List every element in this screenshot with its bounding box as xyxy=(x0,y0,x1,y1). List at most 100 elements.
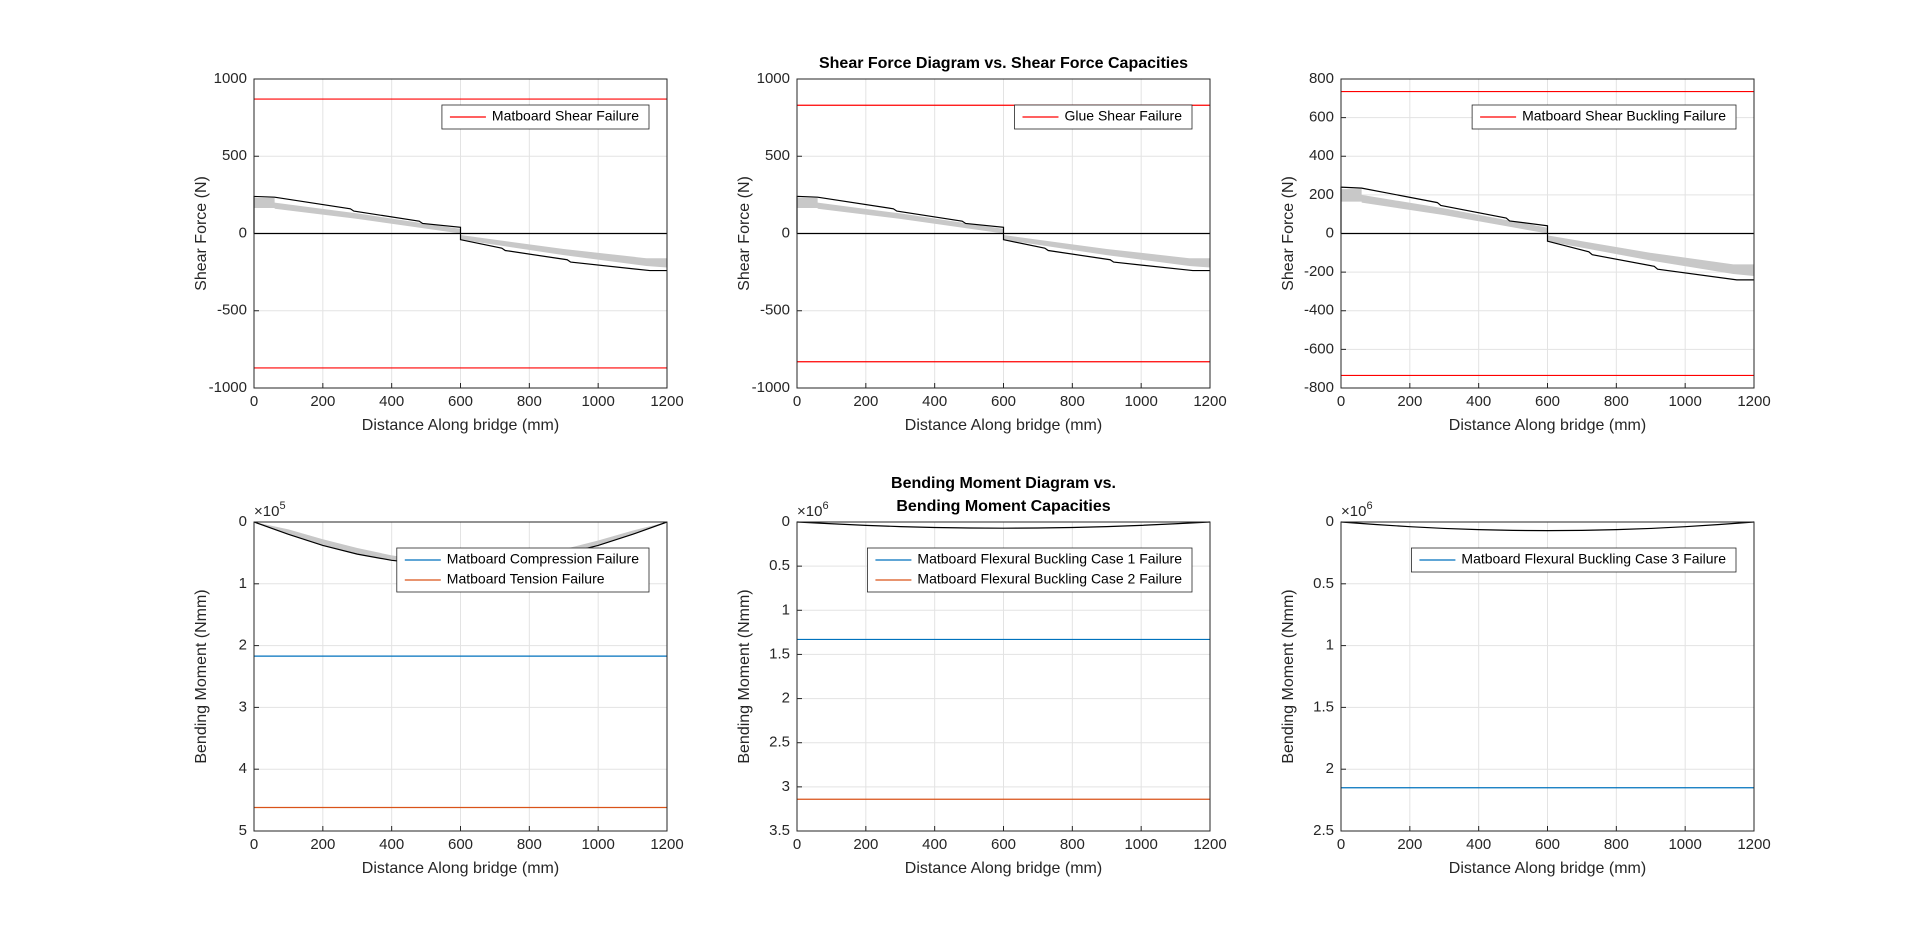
exponent-power: 5 xyxy=(279,500,285,512)
y-tick-label: 800 xyxy=(1309,70,1334,87)
x-tick-label: 1000 xyxy=(1124,836,1157,853)
x-tick-label: 600 xyxy=(1535,393,1560,410)
y-tick-label: -800 xyxy=(1304,379,1334,396)
exponent-base: ×10 xyxy=(1341,503,1366,520)
y-tick-label: 0 xyxy=(239,224,247,241)
y-tick-label: 2 xyxy=(239,637,247,654)
legend-box xyxy=(1411,547,1737,573)
chart-title: Bending Moment Capacities xyxy=(896,498,1110,515)
series-line xyxy=(253,195,667,272)
y-tick-label: 600 xyxy=(1309,109,1334,126)
legend: Glue Shear Failure xyxy=(1014,104,1193,130)
legend: Matboard Flexural Buckling Case 1 Failur… xyxy=(867,547,1193,593)
x-tick-label: 0 xyxy=(250,393,258,410)
x-tick-label: 200 xyxy=(1397,393,1422,410)
x-axis-label: Distance Along bridge (mm) xyxy=(905,860,1102,877)
y-tick-label: 2 xyxy=(1326,760,1334,777)
axes-box xyxy=(253,78,668,389)
y-tick-label: 1000 xyxy=(214,70,247,87)
y-tick-label: 1 xyxy=(782,601,790,618)
x-tick-label: 400 xyxy=(379,836,404,853)
y-tick-label: 400 xyxy=(1309,147,1334,164)
x-axis-label: Distance Along bridge (mm) xyxy=(362,417,559,434)
x-tick-label: 1000 xyxy=(1668,393,1701,410)
x-tick-label: 600 xyxy=(448,393,473,410)
x-tick-label: 400 xyxy=(379,393,404,410)
legend: Matboard Compression Failure Matboard Ten… xyxy=(396,547,650,593)
x-tick-label: 800 xyxy=(1604,836,1629,853)
y-axis-label: Shear Force (N) xyxy=(1280,176,1297,291)
series-line xyxy=(796,195,1210,272)
x-tick-label: 600 xyxy=(991,393,1016,410)
x-tick-label: 1200 xyxy=(1193,393,1226,410)
legend-label: Matboard Compression Failure xyxy=(447,551,639,567)
x-tick-label: 600 xyxy=(991,836,1016,853)
exponent-base: ×10 xyxy=(254,503,279,520)
x-tick-label: 400 xyxy=(922,393,947,410)
x-tick-label: 400 xyxy=(922,836,947,853)
x-tick-label: 800 xyxy=(517,393,542,410)
y-axis-label: Shear Force (N) xyxy=(736,176,753,291)
legend-label: Matboard Flexural Buckling Case 3 Failur… xyxy=(1461,551,1726,567)
x-tick-label: 200 xyxy=(853,393,878,410)
y-tick-label: 1 xyxy=(1326,637,1334,654)
y-tick-label: -400 xyxy=(1304,302,1334,319)
y-tick-label: 4 xyxy=(239,760,247,777)
subplot: 0 200 400 600 800 1000 1200 -1000 -500 0 500 1000 Di… xyxy=(193,70,683,434)
x-tick-label: 400 xyxy=(1466,393,1491,410)
y-tick-label: 3 xyxy=(239,698,247,715)
x-tick-label: 200 xyxy=(310,393,335,410)
x-axis-label: Distance Along bridge (mm) xyxy=(362,860,559,877)
y-axis-label: Bending Moment (Nmm) xyxy=(1280,589,1297,763)
x-tick-label: 1200 xyxy=(1737,836,1770,853)
legend-label: Glue Shear Failure xyxy=(1064,108,1182,124)
x-tick-label: 800 xyxy=(1060,836,1085,853)
x-tick-label: 200 xyxy=(310,836,335,853)
y-tick-label: 2.5 xyxy=(769,734,790,751)
y-tick-label: 1000 xyxy=(757,70,790,87)
x-tick-label: 1000 xyxy=(581,836,614,853)
x-tick-label: 0 xyxy=(793,836,801,853)
subplot: 0 200 400 600 800 1000 1200 0 0.5 1 1.5 2 2.5 Distanc… xyxy=(1280,500,1770,877)
subplot: 0 200 400 600 800 1000 1200 -800 -600 -400 -200 0 20… xyxy=(1280,70,1770,434)
y-tick-label: 2.5 xyxy=(1313,822,1334,839)
y-tick-label: 500 xyxy=(765,147,790,164)
y-tick-label: -500 xyxy=(217,302,247,319)
y-tick-label: 5 xyxy=(239,822,247,839)
legend-label: Matboard Flexural Buckling Case 2 Failur… xyxy=(917,571,1182,587)
axes-box xyxy=(796,521,1211,832)
x-tick-label: 1000 xyxy=(1668,836,1701,853)
y-tick-label: 0 xyxy=(782,513,790,530)
legend: Matboard Shear Buckling Failure xyxy=(1471,104,1737,130)
y-axis-label: Shear Force (N) xyxy=(193,176,210,291)
x-tick-label: 1200 xyxy=(1737,393,1770,410)
x-tick-label: 1000 xyxy=(581,393,614,410)
chart-title: Shear Force Diagram vs. Shear Force Capa… xyxy=(819,55,1188,72)
axes-box xyxy=(796,78,1211,389)
exponent-power: 6 xyxy=(822,500,828,512)
x-tick-label: 200 xyxy=(1397,836,1422,853)
y-tick-label: 0 xyxy=(1326,513,1334,530)
legend-label: Matboard Flexural Buckling Case 1 Failur… xyxy=(917,551,1182,567)
y-tick-label: 1.5 xyxy=(1313,698,1334,715)
axes-box xyxy=(1340,521,1755,832)
x-axis-label: Distance Along bridge (mm) xyxy=(1449,417,1646,434)
x-tick-label: 0 xyxy=(793,393,801,410)
x-tick-label: 200 xyxy=(853,836,878,853)
y-tick-label: -1000 xyxy=(752,379,790,396)
y-tick-label: 200 xyxy=(1309,186,1334,203)
legend-box xyxy=(867,547,1193,593)
y-tick-label: -500 xyxy=(760,302,790,319)
x-axis-label: Distance Along bridge (mm) xyxy=(905,417,1102,434)
axis-exponent: ×106 xyxy=(797,500,829,520)
y-tick-label: 3.5 xyxy=(769,822,790,839)
x-tick-label: 1200 xyxy=(650,836,683,853)
y-axis-label: Bending Moment (Nmm) xyxy=(736,589,753,763)
legend-label: Matboard Shear Buckling Failure xyxy=(1522,108,1726,124)
x-tick-label: 600 xyxy=(1535,836,1560,853)
series-line xyxy=(1340,186,1754,281)
axis-exponent: ×105 xyxy=(254,500,286,520)
chart-title: Bending Moment Diagram vs. xyxy=(891,475,1116,492)
y-tick-label: 3 xyxy=(782,778,790,795)
legend-label: Matboard Tension Failure xyxy=(447,571,605,587)
